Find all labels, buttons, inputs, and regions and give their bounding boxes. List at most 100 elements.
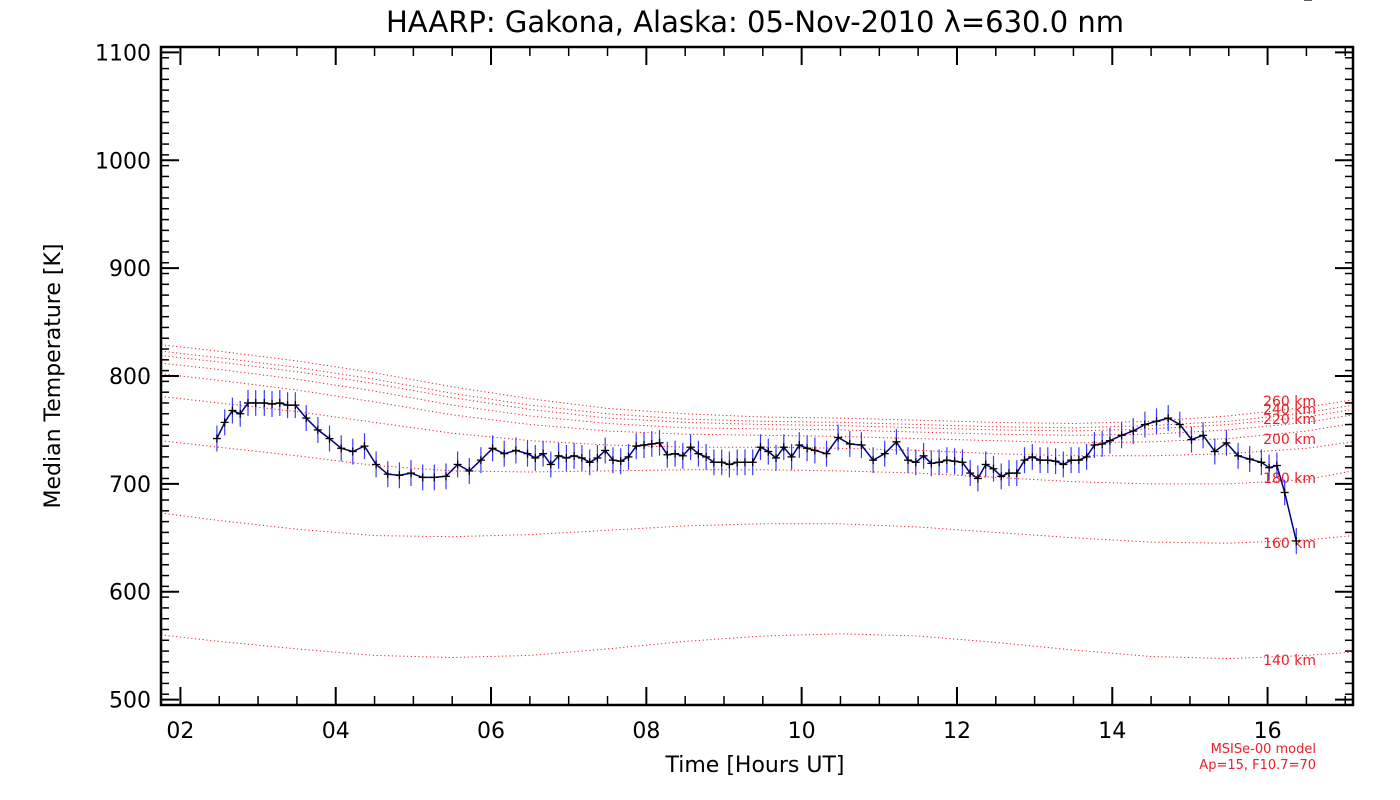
x-tick-label: 06: [477, 719, 505, 744]
data-point: [892, 437, 901, 446]
data-point: [1036, 456, 1045, 465]
model-curve-label-180-km: 180 km: [1263, 471, 1316, 487]
data-point: [313, 425, 322, 434]
data-point: [857, 441, 866, 450]
x-tick-label: 12: [943, 719, 971, 744]
data-point: [275, 398, 284, 407]
data-point: [562, 453, 571, 462]
data-point: [655, 438, 664, 447]
model-curve-140-km: [160, 633, 1354, 660]
x-tick-label: 02: [166, 719, 194, 744]
data-point: [1164, 414, 1173, 423]
model-curve-label-200-km: 200 km: [1263, 432, 1316, 448]
data-point: [1187, 435, 1196, 444]
data-point: [834, 433, 843, 442]
data-point: [1074, 456, 1083, 465]
y-axis-label: Median Temperature [K]: [41, 244, 66, 509]
data-point: [632, 442, 641, 451]
data-point: [372, 460, 381, 469]
plot-frame: [159, 45, 1355, 707]
data-point: [1272, 461, 1281, 470]
data-point: [725, 460, 734, 469]
data-point: [927, 459, 936, 468]
data-point: [966, 469, 975, 478]
data-point: [919, 451, 928, 460]
data-point: [973, 474, 982, 483]
data-point: [283, 401, 292, 410]
data-point: [1257, 458, 1266, 467]
data-point: [671, 449, 680, 458]
data-point: [383, 470, 392, 479]
data-point: [220, 418, 229, 427]
data-point: [989, 464, 998, 473]
x-tick-label: 14: [1098, 719, 1126, 744]
data-point: [624, 452, 633, 461]
data-point: [772, 453, 781, 462]
data-point: [678, 451, 687, 460]
data-point: [764, 447, 773, 456]
data-point: [251, 398, 260, 407]
model-curve-label-260-km: 260 km: [1263, 394, 1316, 410]
data-point: [787, 452, 796, 461]
data-point: [717, 458, 726, 467]
data-point: [511, 446, 520, 455]
data-point: [616, 457, 625, 466]
y-tick-label: 800: [109, 365, 151, 390]
data-point: [395, 471, 404, 480]
data-point: [686, 443, 695, 452]
data-point: [1067, 456, 1076, 465]
data-point: [1175, 420, 1184, 429]
data-point: [453, 460, 462, 469]
data-point: [430, 473, 439, 482]
data-point: [476, 456, 485, 465]
data-point: [465, 466, 474, 475]
data-point: [1292, 537, 1301, 546]
x-axis-label: Time [Hours UT]: [665, 753, 845, 778]
data-point: [585, 458, 594, 467]
data-point: [407, 469, 416, 478]
data-point: [1129, 427, 1138, 436]
data-point: [1043, 456, 1052, 465]
data-point: [950, 457, 959, 466]
data-point: [1105, 436, 1114, 445]
axes: 500 600 700 800 900 1000 1100 02 04 06 08 10 12 14 16: [95, 41, 1353, 744]
y-tick-label: 500: [109, 689, 151, 714]
data-point: [647, 439, 656, 448]
data-point: [348, 447, 357, 456]
data-point: [1140, 420, 1149, 429]
model-curve-label-160-km: 160 km: [1263, 536, 1316, 552]
data-point: [593, 453, 602, 462]
data-point: [869, 456, 878, 465]
data-point: [577, 453, 586, 462]
data-point: [822, 449, 831, 458]
data-point: [1265, 463, 1274, 472]
data-point: [942, 456, 951, 465]
data-point: [810, 446, 819, 455]
data-point: [360, 442, 369, 451]
data-point: [601, 446, 610, 455]
data-point: [441, 472, 450, 481]
data-point: [740, 458, 749, 467]
chart-title: HAARP: Gakona, Alaska: 05-Nov-2010 λ=630…: [386, 5, 1124, 39]
data-point: [212, 434, 221, 443]
data-point: [981, 460, 990, 469]
data-point: [1051, 457, 1060, 466]
data-point: [302, 414, 311, 423]
data-point: [1004, 469, 1013, 478]
data-point: [1222, 438, 1231, 447]
data-point: [640, 441, 649, 450]
measurement-series: [212, 0, 1312, 554]
data-point: [880, 449, 889, 458]
x-tick-label: 04: [322, 719, 350, 744]
median-temperature-line: [216, 402, 1298, 542]
model-curve-160-km: [160, 512, 1354, 544]
data-point: [779, 443, 788, 452]
data-point: [608, 456, 617, 465]
model-curve-220-km: [160, 373, 1354, 444]
model-note-line-1: MSISe-00 model: [1211, 742, 1316, 757]
data-point: [709, 458, 718, 467]
model-note-line-2: Ap=15, F10.7=70: [1199, 758, 1316, 773]
data-point: [539, 449, 548, 458]
data-point: [291, 401, 300, 410]
data-point: [1117, 431, 1126, 440]
